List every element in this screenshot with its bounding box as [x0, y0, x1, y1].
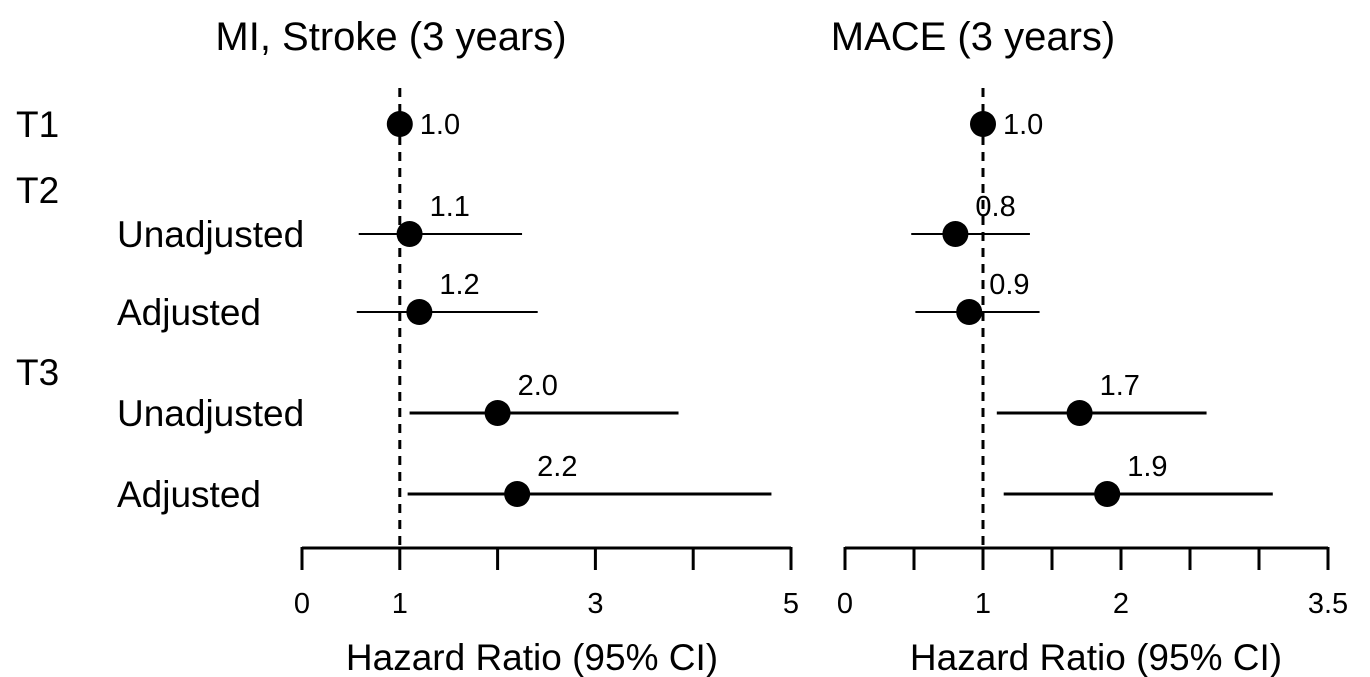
point-estimate	[484, 400, 511, 426]
x-tick-label: 5	[783, 588, 799, 620]
point-estimate	[942, 221, 969, 247]
point-estimate	[956, 299, 983, 325]
value-label: 2.0	[518, 370, 558, 402]
point-estimate	[970, 111, 996, 137]
panel-title: MACE (3 years)	[831, 15, 1116, 59]
row-label: Unadjusted	[117, 214, 304, 255]
value-label: 0.9	[989, 269, 1029, 301]
point-estimate	[406, 299, 433, 325]
point-estimate	[386, 111, 413, 137]
x-tick-label: 1	[392, 588, 408, 620]
panel-title: MI, Stroke (3 years)	[215, 15, 566, 59]
x-tick-label: 2	[1113, 588, 1129, 620]
x-tick-label: 0	[837, 588, 853, 620]
panel-mi-stroke: MI, Stroke (3 years) Hazard Ratio (95% C…	[215, 15, 799, 677]
x-tick-label: 3	[587, 588, 603, 620]
point-estimate	[1066, 400, 1093, 426]
group-label: T1	[16, 104, 59, 145]
row-label: Unadjusted	[117, 393, 304, 434]
value-label: 1.9	[1127, 451, 1167, 483]
x-tick-label: 0	[294, 588, 310, 620]
panel-mace: MACE (3 years) Hazard Ratio (95% CI) 0 1 2…	[831, 15, 1348, 677]
row-labels: T1 T2 Unadjusted Adjusted T3 Unadjusted Adjust…	[16, 104, 304, 515]
x-tick-label: 1	[975, 588, 991, 620]
value-label: 1.7	[1100, 370, 1140, 402]
group-label: T2	[16, 170, 59, 211]
row-label: Adjusted	[117, 292, 261, 333]
value-label: 1.0	[420, 109, 460, 141]
value-label: 1.1	[430, 191, 470, 223]
x-axis-title: Hazard Ratio (95% CI)	[910, 637, 1282, 677]
row-label: Adjusted	[117, 474, 261, 515]
value-label: 1.2	[439, 269, 479, 301]
value-label: 0.8	[975, 191, 1015, 223]
x-axis-title: Hazard Ratio (95% CI)	[346, 637, 718, 677]
group-label: T3	[16, 352, 59, 393]
point-estimate	[504, 481, 531, 507]
value-label: 2.2	[537, 451, 577, 483]
point-estimate	[1094, 481, 1121, 507]
point-estimate	[396, 221, 423, 247]
x-tick-label: 3.5	[1308, 588, 1348, 620]
value-label: 1.0	[1003, 109, 1043, 141]
